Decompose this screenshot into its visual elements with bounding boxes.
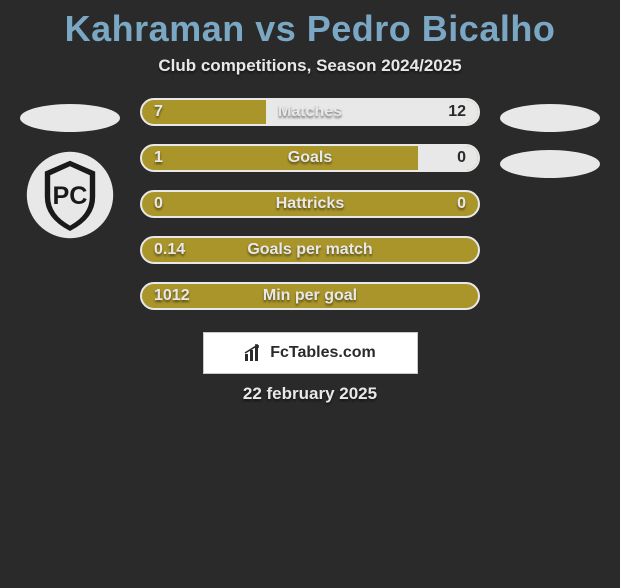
stats-area: PC 7Matches121Goals00Hattricks00.14Goals… — [0, 98, 620, 310]
left-player-column: PC — [20, 98, 120, 240]
source-brand-text: FcTables.com — [270, 344, 376, 362]
stat-value-right: 0 — [457, 195, 466, 213]
stat-bar: 0Hattricks0 — [140, 190, 480, 218]
bar-chart-icon — [244, 344, 264, 362]
stat-label: Min per goal — [142, 287, 478, 305]
stat-bars: 7Matches121Goals00Hattricks00.14Goals pe… — [140, 98, 480, 310]
svg-text:PC: PC — [53, 182, 88, 210]
stat-value-right: 0 — [457, 149, 466, 167]
club-badge-icon: PC — [25, 150, 115, 240]
player-photo-placeholder — [20, 104, 120, 132]
comparison-title: Kahraman vs Pedro Bicalho — [0, 8, 620, 50]
comparison-subtitle: Club competitions, Season 2024/2025 — [0, 56, 620, 76]
stat-label: Goals — [142, 149, 478, 167]
snapshot-date: 22 february 2025 — [0, 384, 620, 404]
right-player-column — [500, 98, 600, 178]
stat-bar: 1012Min per goal — [140, 282, 480, 310]
stat-bar: 0.14Goals per match — [140, 236, 480, 264]
stat-value-right: 12 — [448, 103, 466, 121]
player-photo-placeholder — [500, 150, 600, 178]
stat-bar: 1Goals0 — [140, 144, 480, 172]
stat-label: Goals per match — [142, 241, 478, 259]
stat-bar: 7Matches12 — [140, 98, 480, 126]
source-badge[interactable]: FcTables.com — [203, 332, 418, 374]
player-photo-placeholder — [500, 104, 600, 132]
stat-label: Matches — [142, 103, 478, 121]
stat-label: Hattricks — [142, 195, 478, 213]
